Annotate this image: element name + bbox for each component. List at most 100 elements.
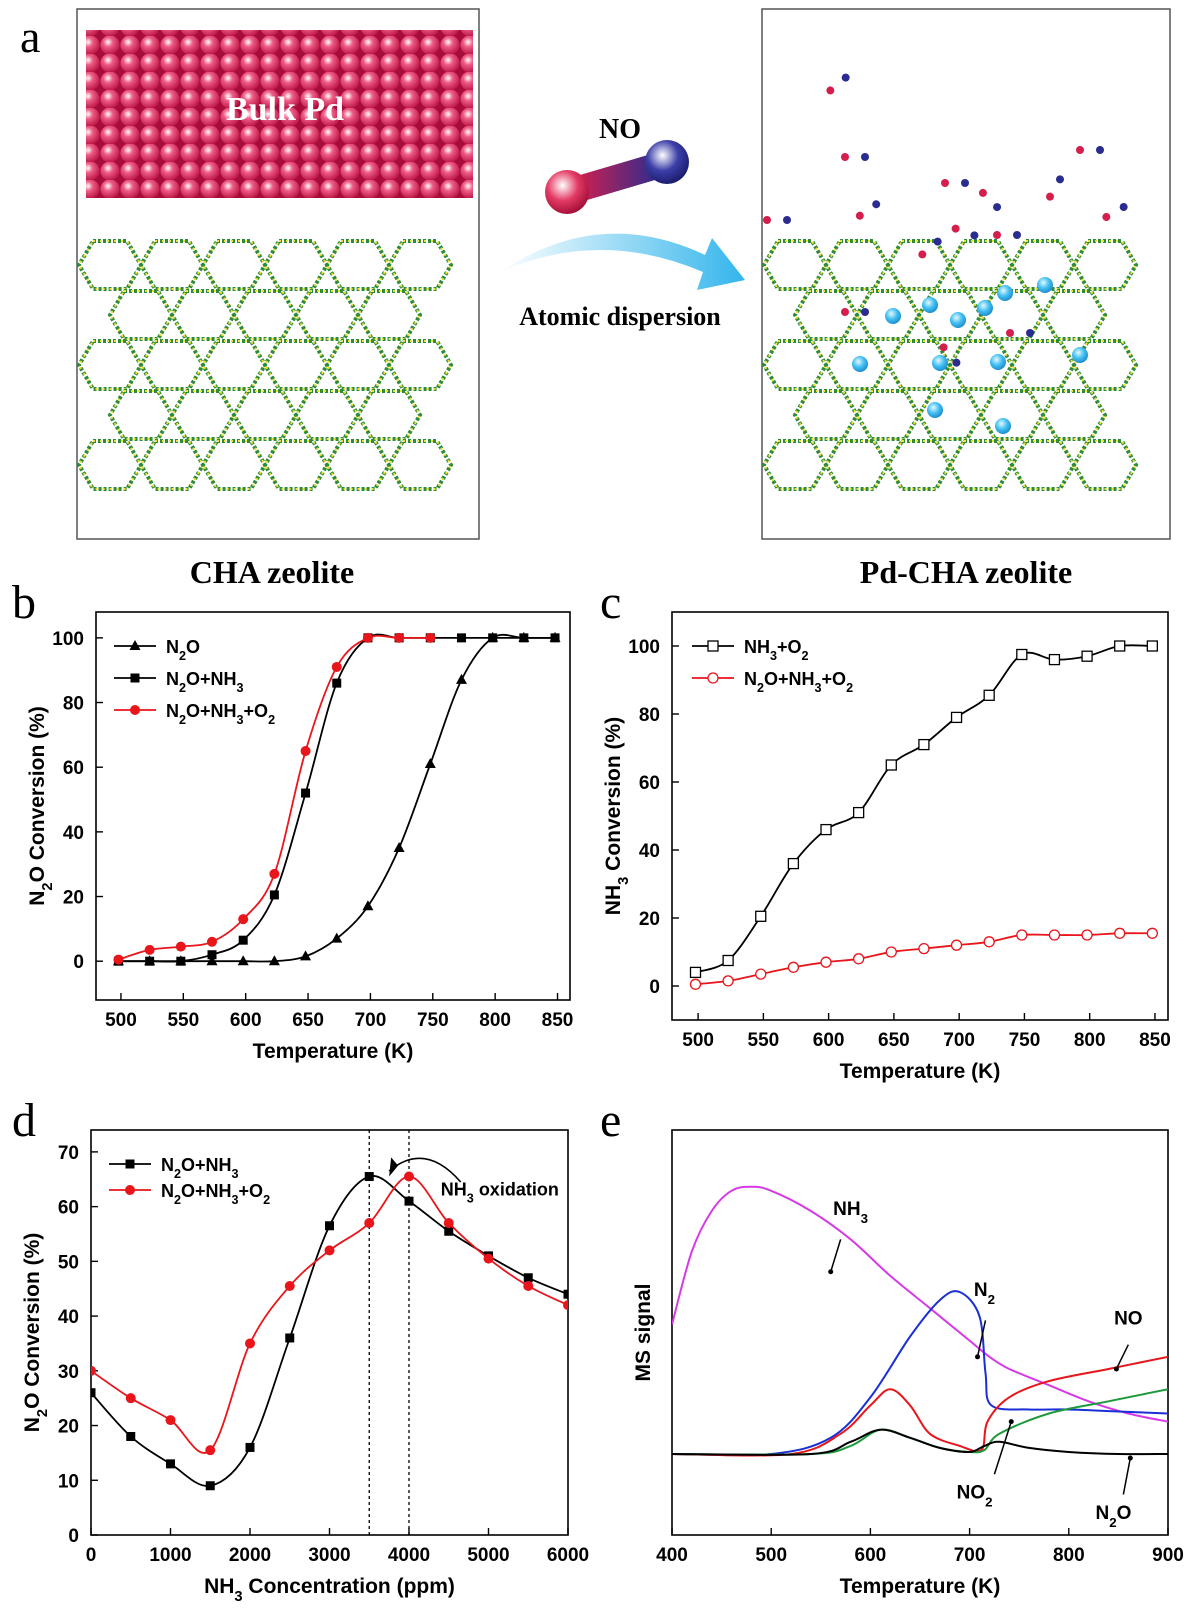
x-tick-label: 800 [1053, 1545, 1085, 1566]
x-tick-label: 850 [542, 1010, 574, 1031]
y-tick-label: 60 [63, 758, 84, 779]
data-point [205, 1445, 216, 1456]
zeolite-ring-icon [108, 289, 174, 341]
zeolite-ring-icon [263, 239, 329, 291]
zeolite-ring-icon [108, 389, 174, 441]
data-point [425, 632, 436, 643]
y-tick-label: 70 [58, 1143, 79, 1164]
data-point [285, 1333, 295, 1343]
no-molecule-small-icon [1074, 144, 1106, 156]
legend-label: NH3+O2 [744, 637, 809, 663]
zeolite-ring-icon [1072, 439, 1138, 491]
no-molecule-small-icon [991, 229, 1023, 241]
data-point [331, 661, 342, 672]
plot-frame [671, 611, 1169, 1021]
series-5 [672, 1428, 1168, 1456]
data-point [455, 673, 467, 684]
x-tick-label: 750 [417, 1010, 449, 1031]
data-point [1048, 653, 1061, 666]
zeolite-ring-icon [1041, 389, 1107, 441]
zeolite-ring-icon [139, 339, 205, 391]
data-point [918, 942, 930, 955]
pd-atom-icon [1037, 277, 1053, 293]
nitrogen-atom-icon [645, 140, 689, 184]
x-tick-label: 500 [105, 1010, 137, 1031]
legend-label: N2O+NH3 [166, 669, 244, 695]
data-point [165, 1415, 176, 1426]
data-point [129, 640, 141, 650]
data-point [563, 1300, 568, 1311]
data-point [1016, 648, 1028, 661]
pd-atom-icon [990, 354, 1006, 370]
data-point [885, 946, 897, 958]
zeolite-ring-icon [917, 389, 983, 441]
zeolite-ring-icon [1010, 439, 1076, 491]
x-tick-label: 850 [1139, 1030, 1171, 1051]
no-molecule-small-icon [1004, 327, 1036, 339]
series-line [672, 1290, 1168, 1457]
x-axis-label: Temperature (K) [840, 1575, 1001, 1598]
data-point [483, 1253, 494, 1264]
panel-letter-b: b [12, 576, 36, 629]
series-line [118, 634, 431, 961]
x-tick-label: 3000 [308, 1545, 350, 1566]
zeolite-ring-icon [793, 389, 859, 441]
zeolite-ring-icon [948, 439, 1014, 491]
data-point [145, 956, 155, 966]
no-molecule-small-icon [948, 221, 982, 243]
zeolite-ring-icon [979, 389, 1045, 441]
annotation-pointer-tip [975, 1354, 981, 1360]
series-2 [689, 927, 1158, 990]
x-tick-label: 2000 [229, 1545, 271, 1566]
y-axis-label: NH3 Conversion (%) [602, 717, 632, 915]
y-tick-label: 60 [58, 1198, 79, 1219]
pd-atom-icon [852, 356, 868, 372]
series-line [672, 1428, 1168, 1456]
data-point [91, 1388, 96, 1398]
no-bond [562, 152, 673, 203]
data-point [91, 1365, 96, 1376]
pd-atom-icon [950, 312, 966, 328]
data-point [404, 1171, 414, 1182]
data-point [563, 1289, 568, 1299]
no-molecule-small-icon [839, 151, 871, 163]
y-tick-label: 50 [58, 1252, 79, 1273]
y-tick-label: 0 [68, 1526, 79, 1547]
data-point [284, 1280, 295, 1291]
zeolite-ring-icon [77, 239, 143, 291]
legend-label: N2O+NH3 [161, 1155, 239, 1181]
data-point [394, 632, 405, 643]
x-tick-label: 400 [656, 1545, 688, 1566]
zeolite-ring-icon [263, 439, 329, 491]
data-point [166, 1459, 175, 1469]
series-line [695, 644, 1153, 974]
data-point [300, 950, 312, 961]
pd-atom-icon [995, 418, 1011, 434]
data-point [707, 672, 719, 684]
left-frame [76, 8, 480, 540]
data-point [424, 757, 436, 768]
panel-letter-e: e [600, 1094, 621, 1147]
data-point [324, 1245, 335, 1256]
x-tick-label: 800 [479, 1010, 511, 1031]
zeolite-ring-icon [824, 439, 890, 491]
annotation-pointer-tip [828, 1269, 834, 1275]
data-point [238, 935, 248, 945]
no-molecule-small-icon [977, 187, 1002, 212]
zeolite-ring-icon [824, 239, 890, 291]
series-line [118, 633, 555, 963]
zeolite-ring-icon [139, 239, 205, 291]
data-point [1146, 927, 1158, 939]
cha-zeolite-caption: CHA zeolite [190, 554, 354, 590]
data-point [126, 1431, 136, 1441]
data-point [362, 900, 374, 911]
data-point [488, 633, 498, 643]
data-point [237, 955, 249, 966]
data-point [362, 632, 373, 643]
series-annotation-label: NH3 [833, 1199, 868, 1226]
x-tick-label: 600 [230, 1010, 262, 1031]
zeolite-ring-icon [325, 239, 391, 291]
x-axis-label: Temperature (K) [253, 1040, 414, 1063]
series-2 [672, 1290, 1168, 1457]
